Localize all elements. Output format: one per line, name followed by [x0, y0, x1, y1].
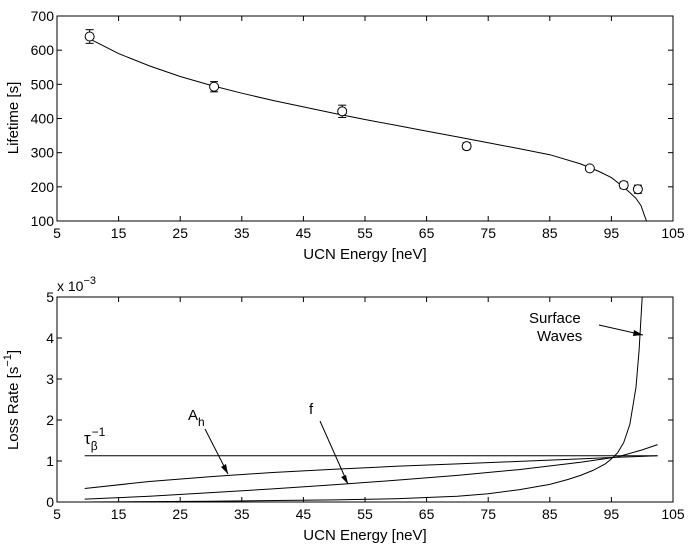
surface-waves-annotation-line2: Waves — [537, 328, 582, 345]
lifetime-y-axis-label: Lifetime [s] — [5, 82, 22, 155]
lifetime-y-tick-label: 500 — [31, 76, 55, 92]
loss-rate-scale-factor: x 10−3 — [57, 275, 96, 294]
loss-rate-x-tick-label: 45 — [296, 506, 312, 522]
data-marker — [209, 81, 220, 92]
surface-waves-arrow-head — [633, 330, 643, 336]
svg-text:Loss Rate [s−1]: Loss Rate [s−1] — [2, 350, 22, 450]
loss-rate-x-tick-label: 105 — [661, 506, 685, 522]
ah-curve — [84, 455, 658, 489]
lifetime-x-tick-label: 75 — [480, 225, 496, 241]
lifetime-x-tick-label: 25 — [172, 225, 188, 241]
f-arrow — [319, 420, 349, 485]
lifetime-x-tick-label: 35 — [234, 225, 250, 241]
lifetime-data-point — [84, 29, 95, 44]
lifetime-data-point — [209, 81, 220, 93]
loss-rate-y-tick-label: 5 — [46, 289, 54, 305]
loss-rate-y-axis-label: Loss Rate [s−1] — [2, 350, 22, 450]
lifetime-data-point — [461, 141, 472, 152]
loss-rate-x-tick-label: 95 — [604, 506, 620, 522]
data-marker — [84, 31, 95, 42]
lifetime-plot-frame — [56, 15, 674, 222]
loss-rate-x-tick-label: 65 — [419, 506, 435, 522]
lifetime-y-tick-label: 400 — [31, 111, 55, 127]
lifetime-x-tick-label: 55 — [357, 225, 373, 241]
loss-rate-x-tick-label: 85 — [542, 506, 558, 522]
ah-annotation: Ah — [188, 407, 205, 429]
lifetime-y-tick-label: 100 — [31, 213, 55, 229]
loss-rate-y-tick-label: 3 — [46, 371, 54, 387]
lifetime-x-tick-label: 45 — [296, 225, 312, 241]
data-marker — [584, 163, 595, 174]
lifetime-y-tick-label: 300 — [31, 145, 55, 161]
loss-rate-x-tick-label: 75 — [480, 506, 496, 522]
ah-arrow-head — [221, 464, 228, 474]
loss-rate-x-axis-label: UCN Energy [neV] — [303, 527, 426, 544]
surface-waves-curve — [84, 296, 643, 503]
data-marker — [632, 184, 643, 195]
lifetime-y-tick-label: 700 — [31, 8, 55, 24]
f-arrow-head — [341, 475, 348, 484]
lifetime-x-tick-label: 85 — [542, 225, 558, 241]
lifetime-data-point — [632, 184, 643, 195]
lifetime-x-tick-label: 65 — [419, 225, 435, 241]
lifetime-data-point — [584, 163, 595, 174]
data-marker — [618, 180, 629, 191]
lifetime-chart: 5 15 25 35 45 55 65 75 85 95 105 100 200 300 400 500 60… — [5, 8, 685, 263]
tau-beta-annotation: τβ−1 — [84, 425, 106, 453]
loss-rate-x-tick-label: 35 — [234, 506, 250, 522]
lifetime-x-tick-label: 95 — [604, 225, 620, 241]
loss-rate-y-tick-label: 0 — [46, 494, 54, 510]
f-curve — [84, 444, 658, 500]
loss-rate-y-tick-label: 4 — [46, 330, 54, 346]
lifetime-x-tick-label: 15 — [111, 225, 127, 241]
lifetime-data-point — [618, 180, 629, 191]
lifetime-x-tick-label: 5 — [53, 225, 61, 241]
loss-rate-y-tick-label: 2 — [46, 412, 54, 428]
data-marker — [461, 141, 472, 152]
data-marker — [337, 106, 348, 117]
loss-rate-x-tick-label: 5 — [53, 506, 61, 522]
surface-waves-annotation-line1: Surface — [529, 310, 581, 327]
lifetime-y-tick-label: 200 — [31, 179, 55, 195]
lifetime-x-tick-label: 105 — [661, 225, 685, 241]
loss-rate-y-tick-label: 1 — [46, 453, 54, 469]
lifetime-fit-curve — [87, 37, 647, 222]
f-annotation: f — [309, 401, 314, 418]
loss-rate-x-tick-label: 15 — [111, 506, 127, 522]
loss-rate-x-tick-label: 55 — [357, 506, 373, 522]
lifetime-y-tick-label: 600 — [31, 42, 55, 58]
lifetime-x-axis-label: UCN Energy [neV] — [303, 246, 426, 263]
loss-rate-x-tick-label: 25 — [172, 506, 188, 522]
lifetime-data-point — [337, 104, 348, 118]
